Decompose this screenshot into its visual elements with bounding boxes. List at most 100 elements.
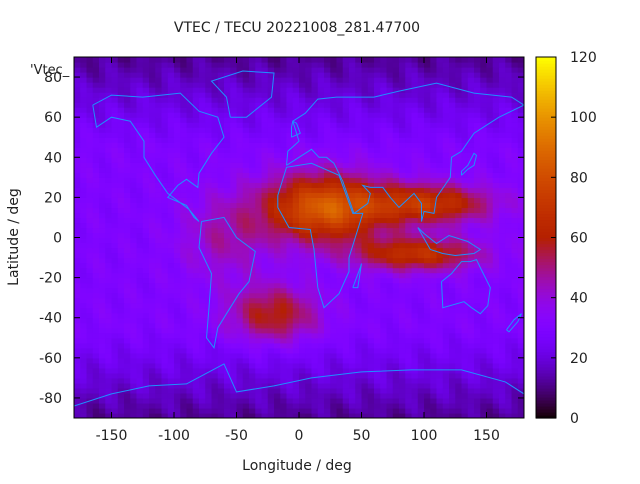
heatmap-cell [399,337,406,344]
heatmap-cell [286,282,294,289]
heatmap-cell [292,207,300,214]
heatmap-cell [380,392,388,399]
heatmap-cell [349,112,356,118]
heatmap-cell [167,132,175,138]
heatmap-cell [274,187,281,193]
heatmap-cell [180,382,188,389]
heatmap-cell [205,242,213,249]
heatmap-cell [274,412,281,418]
heatmap-cell [467,82,475,88]
heatmap-cell [199,247,206,254]
heatmap-cell [336,72,344,78]
heatmap-cell [417,272,425,279]
heatmap-cell [405,222,413,229]
heatmap-cell [211,327,219,334]
heatmap-cell [386,317,394,324]
heatmap-cell [86,252,94,259]
heatmap-cell [449,387,456,394]
heatmap-cell [405,252,413,259]
heatmap-cell [386,322,394,329]
heatmap-cell [392,372,400,379]
heatmap-cell [299,172,306,178]
heatmap-cell [299,207,306,214]
heatmap-cell [461,87,469,93]
heatmap-cell [380,187,388,193]
heatmap-cell [86,67,94,73]
heatmap-cell [217,152,225,158]
heatmap-cell [349,132,356,138]
heatmap-cell [305,87,313,93]
heatmap-cell [461,272,469,279]
heatmap-cell [436,207,444,214]
heatmap-cell [249,127,256,133]
heatmap-cell [186,402,194,409]
heatmap-cell [224,137,231,143]
heatmap-cell [274,117,281,123]
heatmap-cell [74,162,81,168]
heatmap-cell [292,382,300,389]
heatmap-cell [399,117,406,123]
heatmap-cell [305,97,313,103]
heatmap-cell [361,297,369,304]
heatmap-cell [236,317,244,324]
heatmap-cell [417,412,425,418]
heatmap-cell [142,132,150,138]
heatmap-cell [317,127,325,133]
heatmap-cell [349,237,356,244]
heatmap-cell [292,222,300,229]
heatmap-cell [99,172,106,178]
heatmap-cell [405,297,413,304]
heatmap-cell [224,107,231,113]
heatmap-cell [305,407,313,414]
heatmap-cell [349,337,356,344]
heatmap-cell [317,412,325,418]
heatmap-cell [467,117,475,123]
heatmap-cell [467,142,475,148]
heatmap-cell [174,322,181,329]
heatmap-cell [336,377,344,384]
heatmap-cell [474,172,481,178]
heatmap-cell [155,187,163,193]
heatmap-cell [399,407,406,414]
heatmap-cell [130,222,138,229]
heatmap-cell [499,177,506,183]
heatmap-cell [86,157,94,163]
heatmap-cell [180,297,188,304]
heatmap-cell [192,122,200,128]
heatmap-cell [330,237,338,244]
heatmap-cell [386,242,394,249]
heatmap-cell [74,302,81,309]
heatmap-cell [255,292,263,299]
heatmap-cell [299,327,306,334]
heatmap-cell [124,307,131,314]
heatmap-cell [449,292,456,299]
heatmap-cell [205,372,213,379]
heatmap-cell [517,412,524,418]
heatmap-cell [192,252,200,259]
heatmap-cell [161,82,169,88]
heatmap-cell [249,102,256,108]
heatmap-cell [361,77,369,83]
heatmap-cell [286,392,294,399]
heatmap-cell [217,397,225,404]
heatmap-cell [517,127,524,133]
heatmap-cell [317,407,325,414]
heatmap-cell [242,227,250,234]
heatmap-cell [217,167,225,173]
heatmap-cell [180,312,188,319]
heatmap-cell [205,277,213,284]
heatmap-cell [355,137,363,143]
heatmap-cell [117,122,125,128]
heatmap-cell [386,357,394,364]
heatmap-cell [455,317,463,324]
heatmap-cell [324,172,331,178]
heatmap-cell [86,357,94,364]
heatmap-cell [286,182,294,188]
heatmap-cell [305,142,313,148]
heatmap-cell [455,302,463,309]
heatmap-cell [374,277,381,284]
heatmap-cell [467,87,475,93]
heatmap-cell [442,77,450,83]
heatmap-cell [392,362,400,369]
heatmap-cell [330,122,338,128]
